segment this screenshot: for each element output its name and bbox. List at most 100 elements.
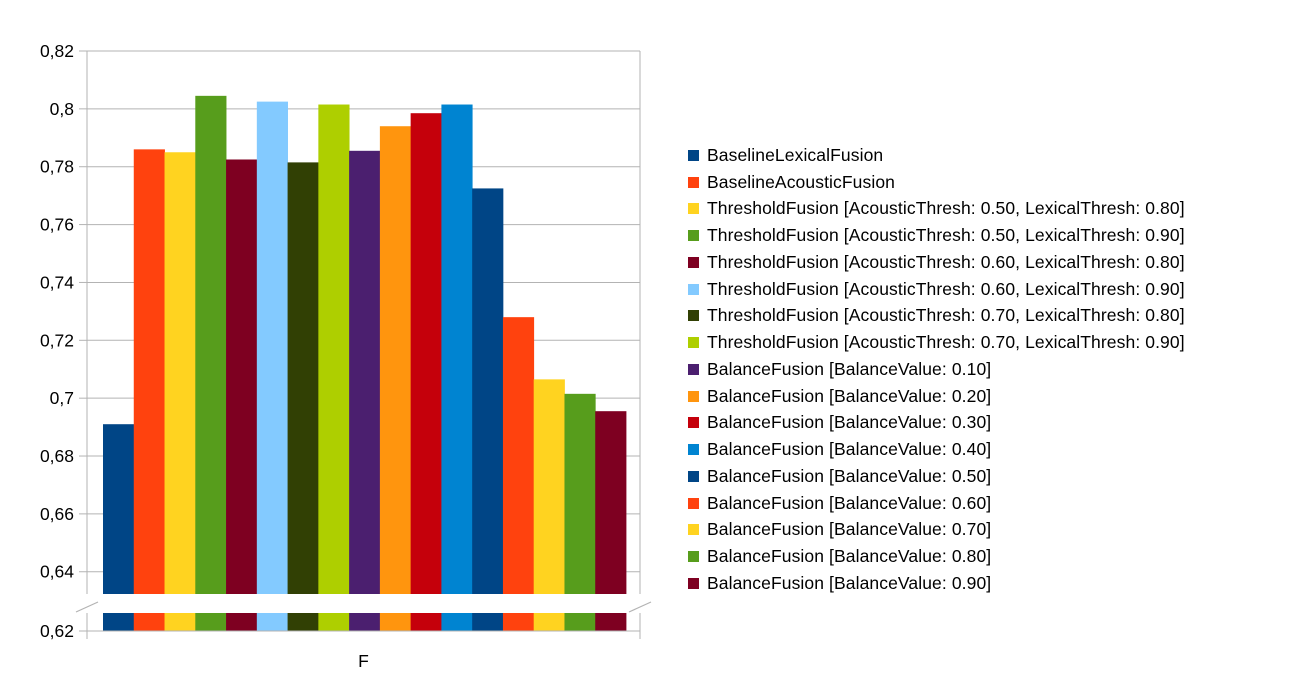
y-tick-label: 0,68 bbox=[40, 446, 74, 466]
legend-item: ThresholdFusion [AcousticThresh: 0.50, L… bbox=[688, 222, 1288, 249]
legend-swatch bbox=[688, 417, 699, 429]
y-tick-label: 0,64 bbox=[40, 562, 74, 582]
axis-break-mark bbox=[75, 601, 99, 613]
x-tick-label: F bbox=[358, 651, 369, 671]
x-tick-labels: F bbox=[358, 651, 369, 671]
bar-stub bbox=[472, 613, 504, 631]
legend-label: BalanceFusion [BalanceValue: 0.60] bbox=[707, 492, 992, 513]
y-tick-label: 0,7 bbox=[50, 388, 74, 408]
bar bbox=[349, 150, 381, 594]
legend-item: ThresholdFusion [AcousticThresh: 0.70, L… bbox=[688, 329, 1288, 356]
legend-item: BalanceFusion [BalanceValue: 0.80] bbox=[688, 543, 1288, 570]
y-tick-labels: 0,62 0,64 0,66 0,68 0,7 0,72 0,74 0,76 0,78 0,8 0,… bbox=[40, 41, 74, 641]
legend-label: BaselineLexicalFusion bbox=[707, 144, 884, 165]
bar-stub bbox=[502, 613, 535, 631]
y-tick-label: 0,74 bbox=[40, 272, 74, 292]
bar bbox=[502, 317, 535, 594]
legend-swatch bbox=[688, 230, 699, 242]
legend: BaselineLexicalFusion BaselineAcousticFus… bbox=[688, 142, 1288, 597]
legend-swatch bbox=[688, 203, 699, 215]
bar-stub bbox=[379, 613, 412, 631]
bar-stub bbox=[103, 613, 135, 631]
bar-stub bbox=[287, 613, 319, 631]
bar bbox=[256, 101, 288, 594]
bar bbox=[287, 162, 319, 594]
bars bbox=[103, 95, 627, 631]
bar bbox=[441, 104, 473, 594]
legend-label: BalanceFusion [BalanceValue: 0.30] bbox=[707, 412, 992, 433]
bar-stub bbox=[133, 613, 165, 631]
bar-stub bbox=[410, 613, 442, 631]
legend-item: BalanceFusion [BalanceValue: 0.50] bbox=[688, 463, 1288, 490]
legend-label: BaselineAcousticFusion bbox=[707, 171, 895, 192]
legend-item: BalanceFusion [BalanceValue: 0.70] bbox=[688, 517, 1288, 544]
bar bbox=[379, 126, 412, 595]
bar-stub bbox=[564, 613, 596, 631]
legend-item: ThresholdFusion [AcousticThresh: 0.60, L… bbox=[688, 276, 1288, 303]
legend-swatch bbox=[688, 283, 699, 295]
bar-stub bbox=[349, 613, 381, 631]
legend-label: ThresholdFusion [AcousticThresh: 0.70, L… bbox=[707, 332, 1185, 353]
bar bbox=[318, 104, 350, 594]
bar-stub bbox=[256, 613, 288, 631]
legend-item: BalanceFusion [BalanceValue: 0.60] bbox=[688, 490, 1288, 517]
bar bbox=[103, 424, 135, 594]
legend-item: BalanceFusion [BalanceValue: 0.20] bbox=[688, 383, 1288, 410]
bar-stub bbox=[195, 613, 227, 631]
bar bbox=[595, 411, 627, 594]
y-tick-label: 0,82 bbox=[40, 41, 74, 61]
bar bbox=[564, 393, 596, 594]
bar-stub bbox=[441, 613, 473, 631]
bar-stub bbox=[164, 613, 196, 631]
legend-label: ThresholdFusion [AcousticThresh: 0.60, L… bbox=[707, 278, 1185, 299]
legend-item: BalanceFusion [BalanceValue: 0.90] bbox=[688, 570, 1288, 597]
legend-item: BaselineAcousticFusion bbox=[688, 169, 1288, 196]
bar bbox=[226, 159, 258, 594]
legend-swatch bbox=[688, 551, 699, 563]
y-tick-label: 0,72 bbox=[40, 330, 74, 350]
y-tick-label: 0,78 bbox=[40, 157, 74, 177]
axis-break-mark bbox=[628, 601, 652, 613]
bar bbox=[410, 113, 442, 594]
y-tick-label: 0,76 bbox=[40, 215, 74, 235]
legend-label: ThresholdFusion [AcousticThresh: 0.70, L… bbox=[707, 305, 1185, 326]
legend-label: ThresholdFusion [AcousticThresh: 0.50, L… bbox=[707, 198, 1185, 219]
bar-stub bbox=[533, 613, 565, 631]
legend-label: BalanceFusion [BalanceValue: 0.50] bbox=[707, 465, 992, 486]
legend-swatch bbox=[688, 256, 699, 268]
legend-label: BalanceFusion [BalanceValue: 0.90] bbox=[707, 572, 992, 593]
legend-swatch bbox=[688, 337, 699, 349]
legend-label: BalanceFusion [BalanceValue: 0.40] bbox=[707, 439, 992, 460]
legend-item: ThresholdFusion [AcousticThresh: 0.60, L… bbox=[688, 249, 1288, 276]
legend-label: BalanceFusion [BalanceValue: 0.20] bbox=[707, 385, 992, 406]
legend-swatch bbox=[688, 149, 699, 161]
legend-swatch bbox=[688, 577, 699, 589]
axes bbox=[75, 50, 652, 639]
legend-swatch bbox=[688, 176, 699, 188]
y-tick-label: 0,62 bbox=[40, 621, 74, 641]
legend-item: BalanceFusion [BalanceValue: 0.10] bbox=[688, 356, 1288, 383]
legend-item: ThresholdFusion [AcousticThresh: 0.70, L… bbox=[688, 303, 1288, 330]
legend-swatch bbox=[688, 444, 699, 456]
legend-label: BalanceFusion [BalanceValue: 0.70] bbox=[707, 519, 992, 540]
legend-swatch bbox=[688, 470, 699, 482]
bar-stub bbox=[595, 613, 627, 631]
legend-item: BalanceFusion [BalanceValue: 0.30] bbox=[688, 410, 1288, 437]
bar bbox=[133, 149, 165, 594]
bar-stub bbox=[226, 613, 258, 631]
bar bbox=[195, 95, 227, 594]
legend-label: BalanceFusion [BalanceValue: 0.80] bbox=[707, 546, 992, 567]
bar bbox=[533, 379, 565, 594]
legend-swatch bbox=[688, 363, 699, 375]
legend-label: ThresholdFusion [AcousticThresh: 0.60, L… bbox=[707, 251, 1185, 272]
y-tick-label: 0,8 bbox=[50, 99, 74, 119]
legend-swatch bbox=[688, 497, 699, 509]
legend-swatch bbox=[688, 524, 699, 536]
legend-item: ThresholdFusion [AcousticThresh: 0.50, L… bbox=[688, 196, 1288, 223]
legend-item: BaselineLexicalFusion bbox=[688, 142, 1288, 169]
bar bbox=[472, 188, 504, 594]
bar bbox=[164, 152, 196, 594]
legend-item: BalanceFusion [BalanceValue: 0.40] bbox=[688, 436, 1288, 463]
legend-label: BalanceFusion [BalanceValue: 0.10] bbox=[707, 358, 992, 379]
